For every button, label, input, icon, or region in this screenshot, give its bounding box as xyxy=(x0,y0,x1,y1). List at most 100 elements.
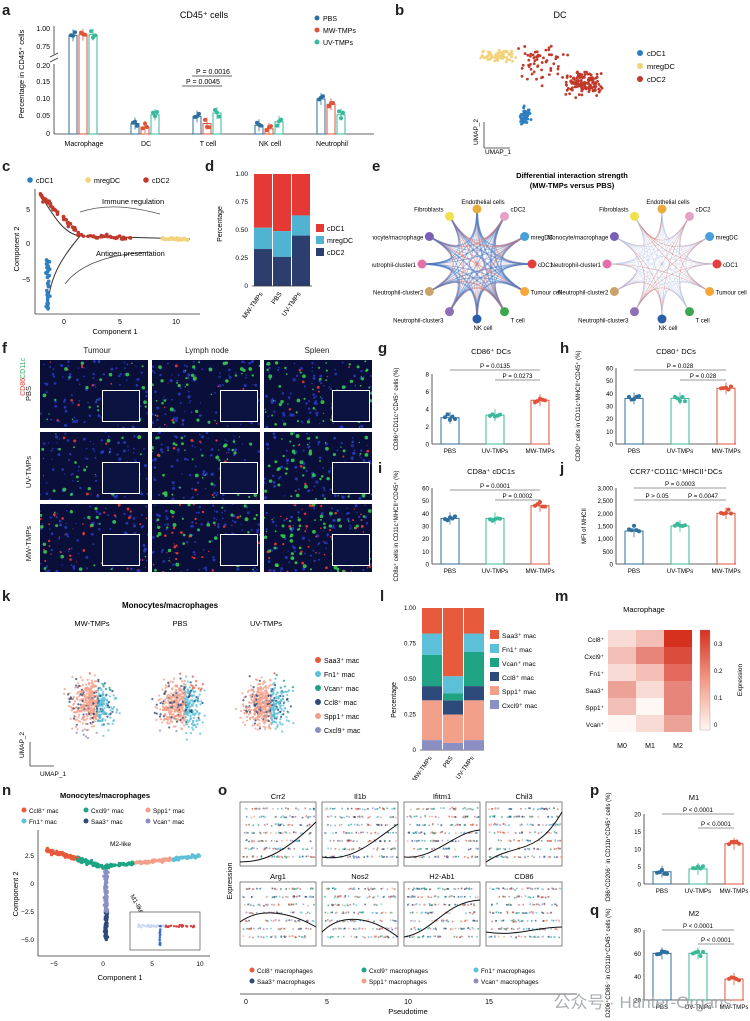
o-point xyxy=(491,808,493,810)
k-point xyxy=(84,683,88,686)
k-point xyxy=(191,687,194,690)
o-point xyxy=(538,856,541,858)
f-inset xyxy=(220,390,258,422)
o-point xyxy=(454,888,457,891)
o-point xyxy=(434,816,437,818)
k-point xyxy=(255,702,258,705)
m-col-label: M0 xyxy=(617,743,627,750)
o-point xyxy=(283,935,286,938)
o-point xyxy=(415,887,418,890)
b-point xyxy=(522,109,526,113)
o-point xyxy=(376,816,378,818)
q-point xyxy=(698,954,703,959)
panel-letter-o: o xyxy=(218,782,228,799)
o-point xyxy=(288,919,291,921)
o-point xyxy=(381,856,384,858)
o-xtick: 0 xyxy=(244,999,248,1006)
o-point xyxy=(462,903,464,906)
o-point xyxy=(557,919,560,922)
n-point xyxy=(112,863,116,868)
o-point xyxy=(375,912,377,914)
o-point xyxy=(491,904,493,907)
b-point xyxy=(535,77,538,81)
o-point xyxy=(274,848,277,850)
b-point xyxy=(521,63,525,67)
panel-l-stacked: Percentage 1.000.750.500.250 MW-TMPs PBS U… xyxy=(391,605,538,780)
m-row-label: Fn1⁺ xyxy=(589,671,604,678)
o-point xyxy=(349,903,351,906)
k-point xyxy=(243,696,246,699)
b-point xyxy=(583,81,586,84)
o-point xyxy=(391,855,394,858)
o-point xyxy=(324,895,326,898)
o-point xyxy=(415,840,418,843)
o-point xyxy=(464,807,466,809)
k-point xyxy=(88,694,91,697)
c-point xyxy=(105,234,110,239)
o-point xyxy=(381,920,383,923)
o-point xyxy=(250,848,252,850)
o-point xyxy=(342,928,345,930)
k-point xyxy=(167,702,170,705)
a-point xyxy=(73,30,77,35)
o-point xyxy=(416,848,419,851)
o-point xyxy=(472,839,475,842)
k-point xyxy=(103,682,106,685)
b-point xyxy=(520,74,524,78)
e-node-label: cDC1 xyxy=(538,263,554,269)
o-point xyxy=(542,824,544,826)
o-point xyxy=(376,928,378,930)
k-point xyxy=(263,681,266,684)
o-point xyxy=(435,928,437,931)
e-edge xyxy=(679,281,710,312)
o-point xyxy=(429,888,431,891)
b-point xyxy=(540,84,544,88)
n-point xyxy=(81,858,85,862)
o-point xyxy=(381,935,383,937)
k-point xyxy=(75,718,78,721)
o-point xyxy=(553,831,556,833)
k-point xyxy=(168,713,172,716)
k-point xyxy=(271,708,274,711)
k-point xyxy=(282,704,285,707)
k-point xyxy=(242,699,245,702)
c-point xyxy=(46,279,51,284)
c-point xyxy=(46,283,51,288)
c-point xyxy=(41,200,45,204)
g-xtick: PBS xyxy=(444,448,456,455)
p-xtick: MW-TMPs xyxy=(719,888,748,895)
o-point xyxy=(525,839,528,842)
l-legend-label: Fn1⁺ mac xyxy=(502,647,533,654)
o-point xyxy=(380,935,382,938)
k-point xyxy=(186,698,189,702)
n-point xyxy=(88,861,92,865)
o-point xyxy=(407,887,410,890)
o-point xyxy=(347,808,349,810)
panel-letter-p: p xyxy=(590,782,600,799)
k-point xyxy=(182,714,185,717)
o-point xyxy=(372,927,374,930)
o-point xyxy=(431,831,434,833)
k-point xyxy=(67,705,70,708)
o-point xyxy=(434,927,437,929)
o-point xyxy=(376,847,379,849)
p-ytick: 5 xyxy=(638,864,642,871)
k-point xyxy=(197,695,200,698)
m-cell xyxy=(608,664,636,681)
k-point xyxy=(151,697,154,701)
o-point xyxy=(449,928,452,930)
f-col-spleen: Spleen xyxy=(304,346,330,355)
l-legend-swatch xyxy=(490,630,499,639)
b-point xyxy=(544,60,548,64)
n-inset-point xyxy=(180,924,183,927)
o-trend-line xyxy=(403,829,481,858)
o-point xyxy=(262,815,265,818)
o-point xyxy=(370,840,372,842)
o-point xyxy=(347,839,349,842)
o-point xyxy=(292,896,295,899)
k-point xyxy=(92,694,96,697)
o-point xyxy=(554,888,557,890)
o-point xyxy=(547,856,550,859)
o-point xyxy=(245,920,248,923)
k-point xyxy=(167,693,170,696)
